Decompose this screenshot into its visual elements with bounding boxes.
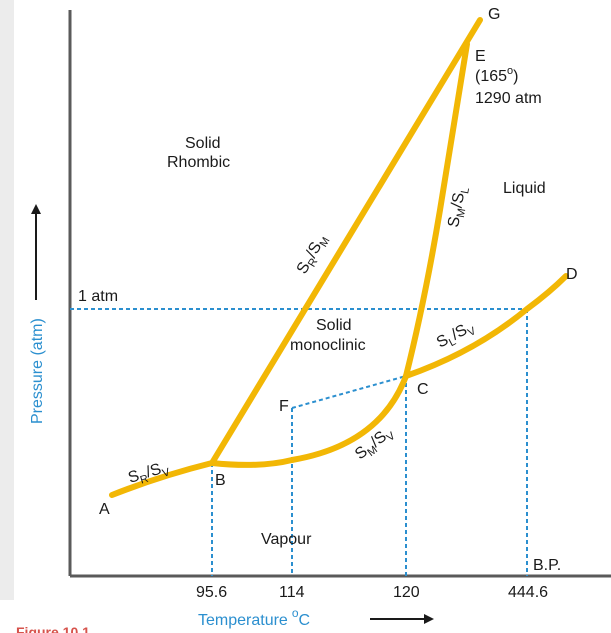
point-e: E	[475, 48, 486, 65]
label-liquid: Liquid	[503, 180, 546, 197]
curve-cd	[403, 273, 569, 379]
y-axis-title: Pressure (atm)	[29, 318, 46, 424]
figure-caption: Figure 10.1	[16, 624, 90, 633]
label-solid-mono-2: monoclinic	[290, 337, 366, 354]
x-axis-title: Temperature oC	[198, 606, 310, 629]
point-g: G	[488, 6, 500, 23]
curve-b-g	[209, 17, 483, 466]
point-b: B	[215, 472, 226, 489]
point-a: A	[99, 501, 110, 518]
phase-curves	[109, 17, 569, 498]
curve-ab	[109, 460, 215, 498]
tick-120: 120	[393, 584, 420, 601]
point-c: C	[417, 381, 429, 398]
x-axis-arrow-icon	[424, 614, 434, 624]
label-bp: B.P.	[533, 557, 561, 574]
label-solid-mono-1: Solid	[316, 317, 352, 334]
tick-114: 114	[279, 584, 305, 601]
point-f: F	[279, 398, 289, 415]
e-pressure: 1290 atm	[475, 90, 542, 107]
label-vapour: Vapour	[261, 531, 312, 548]
curve-bc	[209, 373, 409, 468]
e-temperature: (165o)	[475, 65, 518, 85]
guide-lines	[70, 43, 528, 576]
curve-label-sm-sv: SM/SV	[352, 423, 398, 465]
curve-label-sm-sl: SM/SL	[445, 185, 472, 229]
tick-95-6: 95.6	[196, 584, 227, 601]
tick-444-6: 444.6	[508, 584, 548, 601]
label-solid-rhombic-1: Solid	[185, 135, 221, 152]
label-solid-rhombic-2: Rhombic	[167, 154, 230, 171]
curve-ce	[403, 41, 470, 379]
curve-label-sr-sv: SR/SV	[126, 458, 172, 489]
metastable-fc	[291, 375, 407, 409]
label-one-atm: 1 atm	[78, 288, 118, 305]
point-d: D	[566, 266, 578, 283]
y-axis-arrow-icon	[31, 204, 41, 214]
